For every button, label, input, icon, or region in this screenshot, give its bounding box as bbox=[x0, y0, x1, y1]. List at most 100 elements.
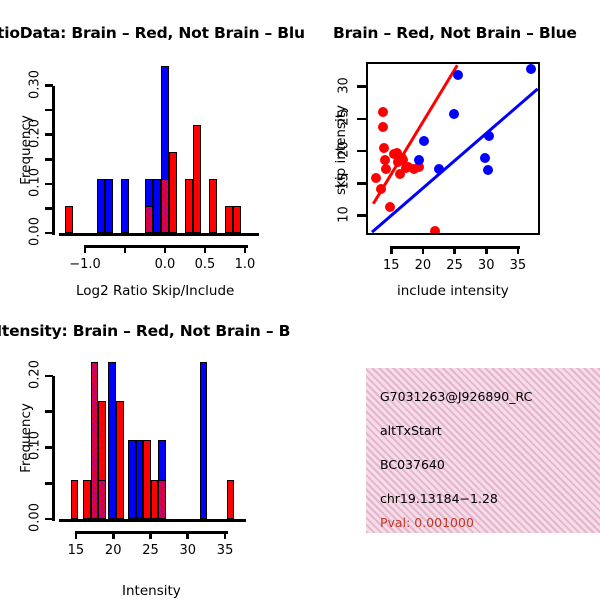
histogram-bar bbox=[108, 361, 116, 519]
scatter-point bbox=[434, 163, 445, 174]
scatter-point bbox=[480, 152, 491, 163]
scatter-point bbox=[526, 64, 537, 75]
x-axis-tick-label: 0.5 bbox=[194, 257, 216, 272]
baseline bbox=[59, 519, 246, 522]
panel-ratio-histogram-ylabel: Frequency bbox=[18, 115, 34, 185]
x-axis-tick bbox=[149, 531, 152, 539]
x-axis-tick bbox=[484, 246, 488, 254]
x-axis-tick-label: 20 bbox=[414, 258, 432, 273]
scatter-point bbox=[378, 142, 389, 153]
y-axis-tick-label: 0.20 bbox=[27, 359, 43, 389]
y-axis-tick bbox=[45, 374, 53, 378]
histogram-bar bbox=[233, 206, 241, 233]
y-axis-line bbox=[52, 375, 55, 521]
y-axis-tick bbox=[45, 207, 53, 210]
scatter-point bbox=[453, 69, 464, 80]
histogram-bar bbox=[185, 179, 193, 233]
histogram-bar bbox=[116, 400, 124, 519]
y-axis-tick bbox=[357, 182, 366, 185]
x-axis-tick bbox=[516, 246, 520, 254]
histogram-bar bbox=[225, 206, 233, 233]
histogram-bar bbox=[150, 479, 158, 519]
x-axis-tick-label: 25 bbox=[446, 258, 463, 273]
x-axis-line bbox=[85, 245, 248, 248]
y-axis-tick bbox=[357, 117, 366, 121]
x-axis-tick bbox=[83, 245, 87, 253]
histogram-bar bbox=[128, 440, 136, 519]
histogram-bar bbox=[145, 206, 153, 233]
histogram-bar bbox=[143, 440, 151, 519]
x-axis-tick bbox=[223, 531, 227, 539]
y-axis-tick bbox=[45, 410, 53, 413]
panel-intensity-histogram: ne Itensity: Brain – Red, Not Brain – B … bbox=[0, 300, 300, 600]
panel-ratio-histogram-plot: 0.00 0.10 0.20 0.30 −1.0 0.0 0.5 1.0 bbox=[0, 0, 300, 300]
y-axis-tick bbox=[45, 481, 53, 485]
scatter-point bbox=[380, 155, 391, 166]
histogram-bar bbox=[153, 179, 161, 233]
scatter-point bbox=[380, 163, 391, 174]
histogram-bar bbox=[65, 206, 73, 233]
histogram-bar bbox=[193, 124, 201, 233]
histogram-bar bbox=[83, 479, 91, 519]
y-axis-tick bbox=[45, 182, 53, 186]
scatter-point bbox=[430, 226, 441, 233]
histogram-bar bbox=[209, 179, 217, 233]
histogram-bar bbox=[121, 179, 129, 233]
panel-ratio-histogram-title: RatioData: Brain – Red, Not Brain – Blu bbox=[0, 24, 305, 42]
x-axis-tick bbox=[111, 531, 115, 539]
baseline bbox=[59, 233, 259, 236]
scatter-point bbox=[419, 136, 430, 147]
panel-ratio-histogram-xlabel: Log2 Ratio Skip/Include bbox=[76, 283, 235, 299]
scatter-point bbox=[403, 161, 414, 172]
info-line-accession: BC037640 bbox=[380, 457, 445, 472]
panel-intensity-histogram-plot: 0.00 0.10 0.20 15 20 25 30 35 bbox=[0, 300, 300, 600]
x-axis-tick bbox=[421, 246, 425, 254]
panel-intensity-histogram-title: ne Itensity: Brain – Red, Not Brain – B bbox=[0, 322, 291, 340]
info-line-locus: chr19.13184−1.28 bbox=[380, 491, 498, 506]
panel-intensity-histogram-ylabel: Frequency bbox=[18, 403, 34, 473]
scatter-point bbox=[384, 201, 395, 212]
histogram-bar bbox=[158, 479, 166, 519]
x-axis-tick bbox=[453, 246, 456, 254]
x-axis-tick-label: 20 bbox=[104, 543, 122, 558]
scatter-point bbox=[449, 109, 460, 120]
x-axis-tick-label: 15 bbox=[67, 543, 85, 558]
regression-line-red bbox=[371, 64, 459, 205]
info-box: G7031263@J926890_RC altTxStart BC037640 … bbox=[366, 368, 600, 533]
scatter-point bbox=[394, 168, 405, 179]
info-line-gene-id: G7031263@J926890_RC bbox=[380, 389, 533, 404]
x-axis-tick-label: −1.0 bbox=[69, 257, 101, 272]
x-axis-tick bbox=[390, 246, 393, 254]
x-axis-tick-label: 30 bbox=[477, 258, 495, 273]
y-axis-tick bbox=[357, 85, 366, 88]
x-axis-tick bbox=[186, 531, 190, 539]
panel-ratio-histogram: RatioData: Brain – Red, Not Brain – Blu … bbox=[0, 0, 305, 300]
x-axis-tick-label: 0.0 bbox=[154, 257, 176, 272]
x-axis-tick bbox=[203, 245, 207, 253]
histogram-bar bbox=[97, 179, 105, 233]
histogram-bar bbox=[105, 179, 113, 233]
x-axis-tick bbox=[163, 245, 167, 253]
x-axis-tick-label: 1.0 bbox=[234, 257, 256, 272]
y-axis-tick bbox=[45, 158, 53, 161]
scatter-point bbox=[484, 131, 495, 142]
scatter-point bbox=[398, 154, 409, 165]
x-axis-tick-label: 35 bbox=[509, 258, 527, 273]
panel-info: G7031263@J926890_RC altTxStart BC037640 … bbox=[300, 300, 600, 600]
scatter-point bbox=[370, 173, 381, 184]
y-axis-tick bbox=[45, 84, 53, 87]
x-axis-tick bbox=[123, 245, 127, 253]
x-axis-tick-label: 35 bbox=[216, 543, 234, 558]
panel-scatter: Brain – Red, Not Brain – Blue 10 15 20 25 30… bbox=[300, 0, 600, 300]
panel-intensity-histogram-xlabel: Intensity bbox=[122, 583, 181, 599]
y-axis-tick-label: 30 bbox=[336, 76, 352, 94]
y-axis-tick bbox=[45, 446, 53, 449]
x-axis-tick bbox=[74, 531, 78, 539]
x-axis-line bbox=[75, 531, 228, 534]
panel-scatter-xlabel: include intensity bbox=[397, 283, 509, 299]
x-axis-tick bbox=[243, 245, 247, 253]
scatter-point bbox=[377, 107, 388, 118]
panel-scatter-ylabel: skip intensity bbox=[333, 105, 349, 195]
y-axis-tick bbox=[45, 517, 53, 521]
histogram-bar bbox=[226, 479, 235, 519]
